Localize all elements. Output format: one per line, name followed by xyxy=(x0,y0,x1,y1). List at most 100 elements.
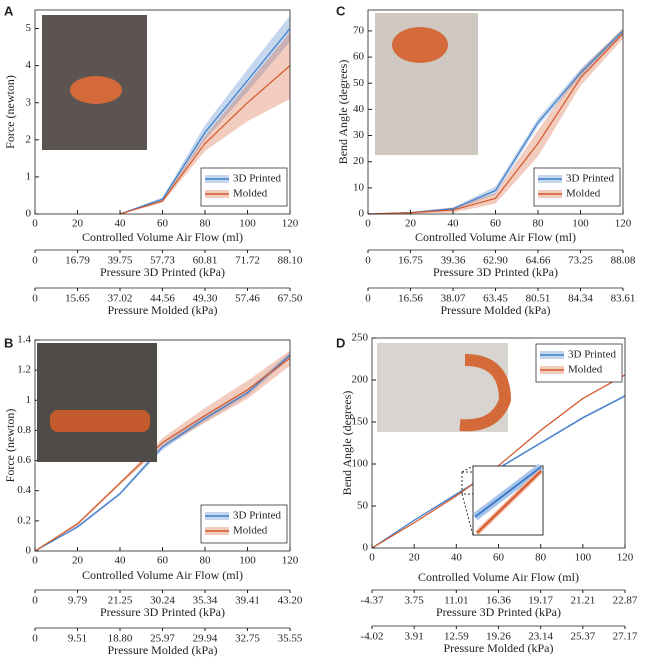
extra-axis-tick-label: 37.02 xyxy=(108,293,133,305)
extra-axis-tick-label: 39.75 xyxy=(108,255,133,267)
x-axis-label: Controlled Volume Air Flow (ml) xyxy=(82,568,243,582)
extra-axis-tick-label: 15.65 xyxy=(65,293,90,305)
extra-axis-tick-label: 0 xyxy=(32,633,38,645)
x-tick-label: 40 xyxy=(451,552,463,564)
zoom-line xyxy=(476,470,542,534)
y-axis-label: Bend Angle (degrees) xyxy=(340,391,354,496)
y-tick-label: 0.2 xyxy=(17,514,31,526)
y-tick-label: 2 xyxy=(26,133,32,145)
x-tick-label: 120 xyxy=(617,552,634,564)
y-tick-label: 1.4 xyxy=(17,334,31,346)
error-band xyxy=(35,350,290,551)
extra-axis-tick-label: 35.55 xyxy=(278,633,303,645)
extra-axis-tick-label: 67.50 xyxy=(278,293,303,305)
actuator xyxy=(50,410,150,432)
extra-axis-label: Pressure Molded (kPa) xyxy=(441,303,551,317)
y-tick-label: 100 xyxy=(352,458,369,470)
chart-panel: 0 0.2 0.4 0.6 0.8 1 1.2 1.4 0 20 40 60 80 100 120 Contr… xyxy=(3,334,303,657)
zoom-line xyxy=(474,466,542,518)
extra-axis-tick-label: 16.79 xyxy=(65,255,90,267)
y-tick-label: 4 xyxy=(26,59,32,71)
extra-axis-tick-label: 0 xyxy=(365,255,371,267)
extra-axis-tick-label: 11.01 xyxy=(444,595,468,607)
y-tick-label: 3 xyxy=(26,96,32,108)
panel-label: B xyxy=(4,335,13,350)
chart-panel: 0 10 20 30 40 50 60 70 0 20 40 60 80 100 120 Controlled… xyxy=(336,3,636,316)
extra-axis-tick-label: 9.51 xyxy=(68,633,87,645)
extra-axis-tick-label: 63.45 xyxy=(483,293,508,305)
extra-axis-tick-label: -4.02 xyxy=(361,631,384,643)
extra-axis-tick-label: 9.79 xyxy=(68,595,88,607)
y-tick-label: 150 xyxy=(352,416,369,428)
extra-axis-tick-label: 43.20 xyxy=(278,595,303,607)
extra-axis-tick-label: 39.36 xyxy=(441,255,466,267)
y-tick-label: 50 xyxy=(357,500,369,512)
extra-axis-tick-label: 29.94 xyxy=(193,633,218,645)
x-tick-label: 0 xyxy=(32,218,38,230)
photo-inset xyxy=(37,343,157,462)
x-tick-label: 80 xyxy=(535,552,547,564)
y-tick-label: 0 xyxy=(363,542,369,554)
y-tick-label: 250 xyxy=(352,332,369,344)
extra-axis-label: Pressure 3D Printed (kPa) xyxy=(436,605,561,619)
extra-axis-tick-label: 25.37 xyxy=(570,631,595,643)
extra-axis-tick-label: 23.14 xyxy=(528,631,553,643)
y-tick-label: 10 xyxy=(353,181,365,193)
extra-axis-tick-label: 0 xyxy=(32,293,38,305)
extra-axis-tick-label: 35.34 xyxy=(193,595,218,607)
y-tick-label: 5 xyxy=(26,22,32,34)
x-axis-label: Controlled Volume Air Flow (ml) xyxy=(415,230,576,244)
extra-axis-tick-label: 19.26 xyxy=(486,631,511,643)
y-tick-label: 200 xyxy=(352,374,369,386)
extra-axis-label: Pressure Molded (kPa) xyxy=(444,641,554,655)
actuator xyxy=(70,76,122,104)
zoom-connector xyxy=(461,493,474,536)
legend-box xyxy=(533,167,621,207)
legend-label: Molded xyxy=(233,188,268,200)
x-tick-label: 120 xyxy=(282,218,299,230)
error-band xyxy=(372,394,625,548)
extra-axis-tick-label: 64.66 xyxy=(526,255,551,267)
chart-panel: 0 50 100 150 200 250 0 20 40 60 80 100 120 Controlled… xyxy=(336,332,638,655)
y-tick-label: 40 xyxy=(353,103,365,115)
legend-box xyxy=(200,167,288,207)
actuator xyxy=(392,27,448,63)
extra-axis-tick-label: 57.73 xyxy=(150,255,175,267)
y-axis-label: Bend Angle (degrees) xyxy=(336,60,350,165)
extra-axis-tick-label: 16.56 xyxy=(398,293,423,305)
legend-label: Molded xyxy=(568,364,603,376)
extra-axis-label: Pressure Molded (kPa) xyxy=(108,303,218,317)
legend-label: 3D Printed xyxy=(568,349,616,361)
x-tick-label: 100 xyxy=(239,555,256,567)
extra-axis-tick-label: 25.97 xyxy=(150,633,175,645)
extra-axis-tick-label: 16.36 xyxy=(486,595,511,607)
extra-axis-tick-label: 30.24 xyxy=(150,595,175,607)
extra-axis-tick-label: 84.34 xyxy=(568,293,593,305)
y-tick-label: 50 xyxy=(353,77,365,89)
x-tick-label: 120 xyxy=(282,555,299,567)
legend-label: 3D Printed xyxy=(233,510,281,522)
legend-label: 3D Printed xyxy=(233,173,281,185)
extra-axis-tick-label: 62.90 xyxy=(483,255,508,267)
y-axis-label: Force (newton) xyxy=(3,75,17,149)
x-tick-label: 0 xyxy=(365,218,371,230)
extra-axis-tick-label: 0 xyxy=(32,255,38,267)
extra-axis-tick-label: 44.56 xyxy=(150,293,175,305)
y-tick-label: 0 xyxy=(26,545,32,557)
extra-axis-tick-label: 27.17 xyxy=(613,631,638,643)
legend-label: Molded xyxy=(233,525,268,537)
y-tick-label: 1.2 xyxy=(17,364,31,376)
extra-axis-tick-label: -4.37 xyxy=(361,595,384,607)
y-tick-label: 30 xyxy=(353,129,365,141)
x-tick-label: 60 xyxy=(157,555,169,567)
y-axis-label: Force (newton) xyxy=(3,409,17,483)
x-tick-label: 20 xyxy=(409,552,421,564)
y-tick-label: 20 xyxy=(353,155,365,167)
extra-axis-tick-label: 49.30 xyxy=(193,293,218,305)
x-axis-label: Controlled Volume Air Flow (ml) xyxy=(82,230,243,244)
x-tick-label: 80 xyxy=(200,218,212,230)
extra-axis-tick-label: 22.87 xyxy=(613,595,638,607)
legend-box xyxy=(535,343,623,383)
extra-axis-label: Pressure 3D Printed (kPa) xyxy=(433,265,558,279)
